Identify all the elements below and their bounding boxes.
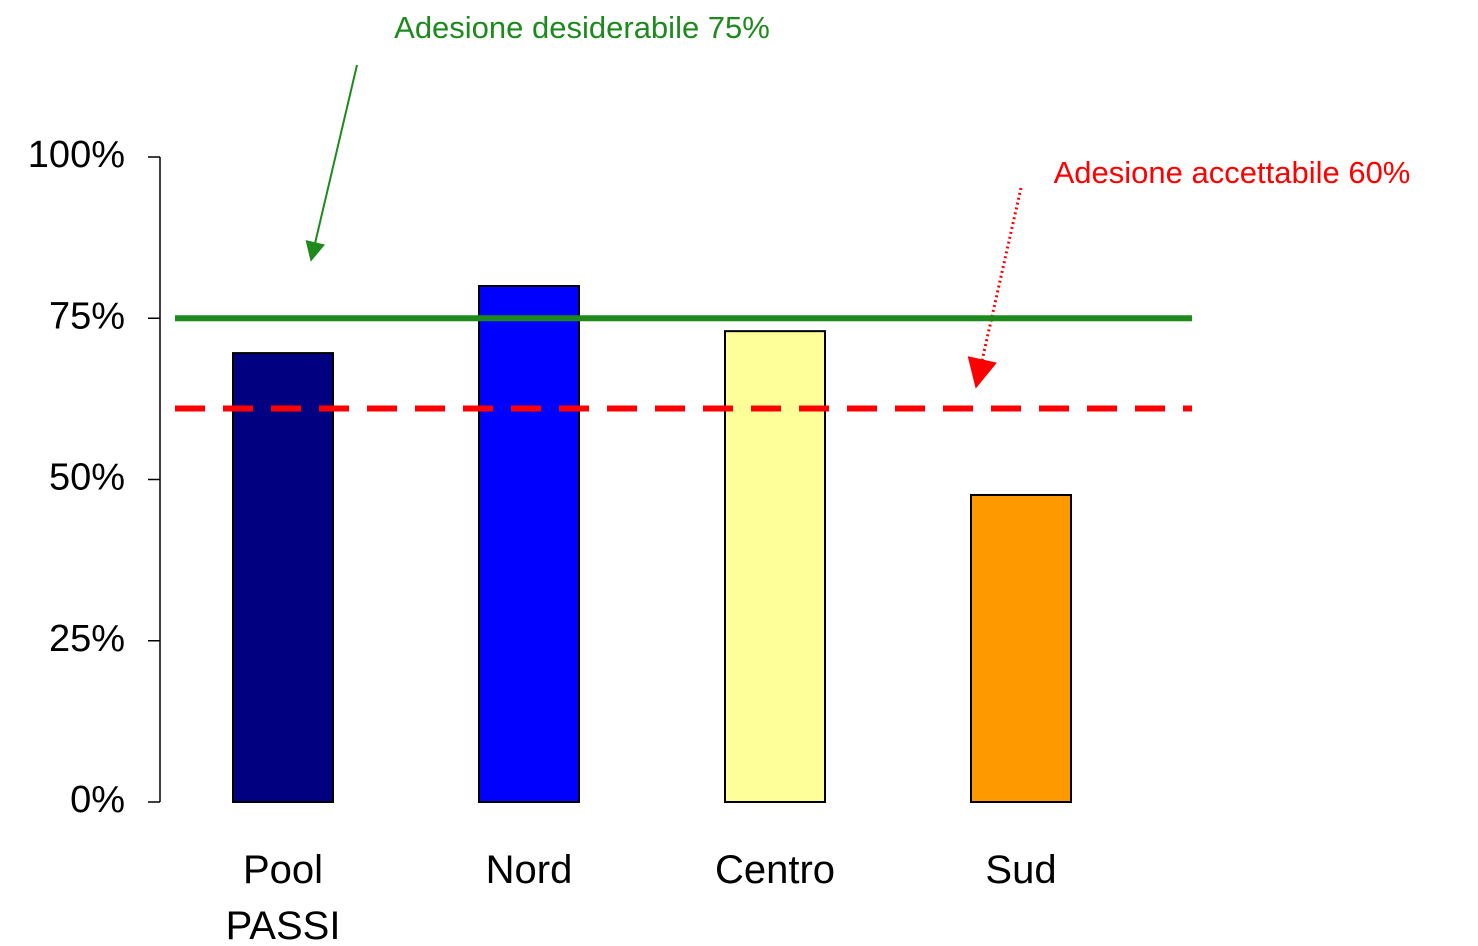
annotation: Adesione desiderabile 75%: [394, 10, 770, 45]
annotation: Adesione accettabile 60%: [1054, 155, 1411, 190]
y-tick-label: 100%: [28, 134, 125, 176]
y-tick-label: 0%: [70, 779, 125, 821]
bar: [724, 330, 826, 803]
x-tick-label: Sud: [985, 848, 1057, 892]
annotation-arrow: [967, 187, 1023, 389]
x-tick-label: Nord: [485, 848, 573, 892]
x-tick-label: Centro: [714, 848, 836, 892]
bar: [478, 285, 580, 803]
bar: [970, 493, 1072, 803]
x-tick-label: Pool PASSI: [225, 848, 341, 946]
bar: [232, 352, 334, 803]
y-tick-label: 50%: [49, 457, 125, 499]
annotation-arrow: [305, 64, 358, 262]
y-tick-label: 75%: [49, 295, 125, 337]
y-tick-label: 25%: [49, 618, 125, 660]
